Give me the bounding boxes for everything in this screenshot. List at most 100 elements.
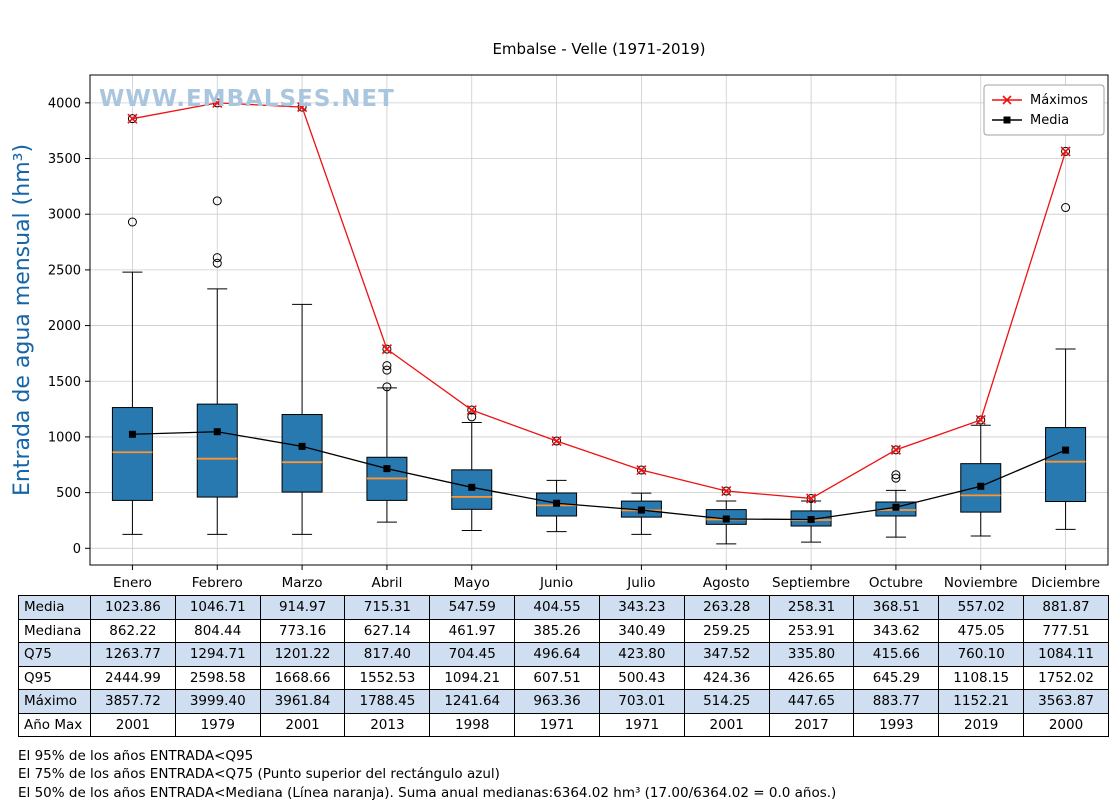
table-cell: 368.51 — [853, 595, 940, 620]
table-cell: 2001 — [683, 712, 770, 737]
x-tick-label: Agosto — [703, 575, 750, 591]
boxplot-chart: 0 500 1000 1500 2000 2500 3000 3500 4000 Enero Feb… — [48, 74, 1109, 591]
table-cell: 2019 — [938, 712, 1025, 737]
legend-maximos-label: Máximos — [1030, 93, 1088, 108]
table-cell: 2017 — [768, 712, 855, 737]
box — [281, 414, 323, 493]
table-cell: 1971 — [598, 712, 685, 737]
table-cell: 3999.40 — [174, 689, 261, 714]
y-axis-label: Entrada de agua mensual (hm³) — [10, 143, 35, 497]
media-marker — [977, 482, 985, 490]
table-cell: 461.97 — [429, 618, 516, 643]
table-row-header: Q75 — [18, 642, 91, 667]
table-cell: 883.77 — [853, 689, 940, 714]
table-cell: 1094.21 — [429, 665, 516, 690]
media-line — [132, 431, 1066, 521]
table-cell: 343.62 — [853, 618, 940, 643]
table-row: Media 1023.86 1046.71 914.97 715.31 547.59 404… — [18, 595, 1109, 620]
media-marker — [468, 483, 476, 491]
table-cell: 385.26 — [514, 618, 600, 643]
table-cell: 263.28 — [683, 595, 770, 620]
media-marker — [807, 516, 815, 524]
table-cell: 715.31 — [344, 595, 431, 620]
table-cell: 447.65 — [768, 689, 855, 714]
table-cell: 817.40 — [344, 642, 431, 667]
table-cell: 426.65 — [768, 665, 855, 690]
maximos-line — [132, 102, 1067, 500]
table-cell: 1241.64 — [429, 689, 516, 714]
table-row-header: Máximo — [18, 689, 91, 714]
table-cell: 1263.77 — [90, 642, 176, 667]
legend-maximos-marker — [1002, 95, 1012, 105]
table-row-header: Media — [18, 595, 91, 620]
y-tick-label: 2500 — [48, 263, 81, 278]
outlier-point — [976, 415, 986, 425]
table-cell: 415.66 — [853, 642, 940, 667]
outlier-point — [212, 196, 222, 206]
outlier-point — [212, 253, 222, 263]
table-cell: 557.02 — [938, 595, 1025, 620]
table-cell: 259.25 — [683, 618, 770, 643]
maximos-marker — [127, 113, 138, 124]
maximos-marker — [297, 102, 308, 113]
outlier-point — [1061, 203, 1071, 213]
y-tick-label: 4000 — [48, 96, 81, 111]
footnote-mediana: El 50% de los años ENTRADA<Mediana (Líne… — [18, 785, 837, 801]
table-cell: 1668.66 — [259, 665, 346, 690]
media-marker — [892, 503, 900, 511]
table-cell: 1788.45 — [344, 689, 431, 714]
plot-border — [89, 74, 1109, 566]
table-cell: 777.51 — [1023, 618, 1109, 643]
table-cell: 914.97 — [259, 595, 346, 620]
table-cell: 703.01 — [598, 689, 685, 714]
outlier-point — [382, 365, 392, 375]
table-row: Año Max 2001 1979 2001 2013 1998 1971 1971 2001 2… — [18, 712, 1109, 737]
x-tick-label: Octubre — [869, 575, 923, 591]
outlier-point — [467, 405, 477, 415]
table-cell: 1152.21 — [938, 689, 1025, 714]
outlier-point — [382, 382, 392, 392]
box — [1045, 427, 1087, 503]
media-marker — [298, 442, 306, 450]
maximos-marker — [466, 404, 477, 416]
watermark: WWW.EMBALSES.NET — [99, 86, 395, 112]
footnote-q75: El 75% de los años ENTRADA<Q75 (Punto su… — [18, 766, 500, 782]
chart-title: Embalse - Velle (1971-2019) — [492, 40, 706, 58]
maximos-marker — [381, 344, 392, 355]
x-tick-label: Noviembre — [944, 575, 1018, 591]
y-tick-label: 0 — [73, 542, 81, 557]
table-cell: 475.05 — [938, 618, 1025, 643]
maximos-marker — [212, 97, 223, 108]
table-cell: 404.55 — [514, 595, 600, 620]
table-cell: 773.16 — [259, 618, 346, 643]
table-cell: 2001 — [259, 712, 346, 737]
table-cell: 423.80 — [598, 642, 685, 667]
y-tick-label: 3500 — [48, 152, 81, 167]
table-row: Mediana 862.22 804.44 773.16 627.14 461.97 385… — [18, 618, 1109, 643]
table-cell: 607.51 — [514, 665, 600, 690]
x-tick-label: Enero — [113, 575, 152, 591]
table-cell: 1108.15 — [938, 665, 1025, 690]
media-marker — [383, 465, 391, 473]
table-cell: 2013 — [344, 712, 431, 737]
table-cell: 253.91 — [768, 618, 855, 643]
table-cell: 500.43 — [598, 665, 685, 690]
y-tick-label: 1500 — [48, 375, 81, 390]
outlier-point — [1061, 146, 1071, 156]
table-cell: 2598.58 — [174, 665, 261, 690]
maximos-marker — [721, 485, 732, 497]
table-cell: 627.14 — [344, 618, 431, 643]
table-cell: 1979 — [174, 712, 261, 737]
table-cell: 1998 — [429, 712, 516, 737]
table-row: Q95 2444.99 2598.58 1668.66 1552.53 1094.21 60… — [18, 665, 1109, 690]
media-marker — [213, 428, 221, 436]
table-cell: 514.25 — [683, 689, 770, 714]
outlier-point — [127, 217, 137, 227]
table-row: Q75 1263.77 1294.71 1201.22 817.40 704.45 496.… — [18, 642, 1109, 667]
media-marker — [553, 499, 561, 507]
outlier-point — [382, 361, 392, 371]
x-tick-label: Mayo — [454, 575, 490, 591]
table-cell: 1294.71 — [174, 642, 261, 667]
table-cell: 424.36 — [683, 665, 770, 690]
